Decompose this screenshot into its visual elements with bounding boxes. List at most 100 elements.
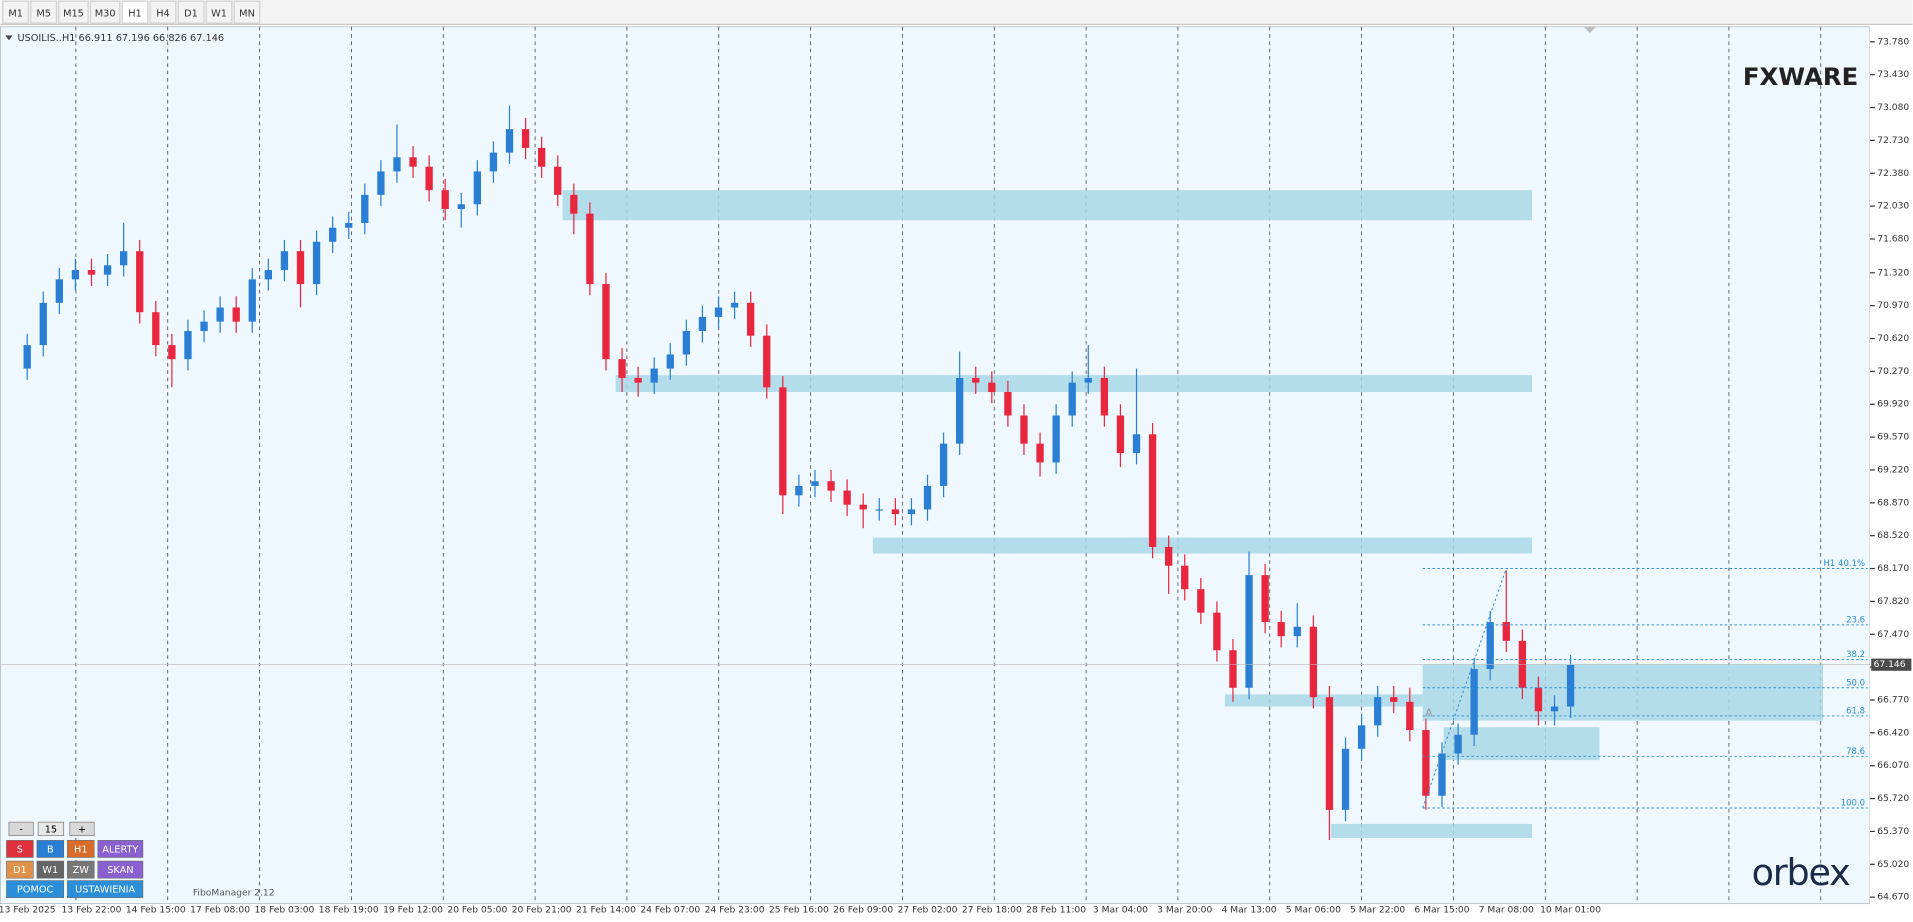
logo-fxware: FXWARE bbox=[1743, 62, 1858, 91]
timeframe-tab[interactable]: H4 bbox=[149, 0, 177, 24]
panel-button[interactable]: S bbox=[6, 840, 34, 858]
y-tick-label: 73.780 bbox=[1877, 37, 1909, 47]
tab-box[interactable] bbox=[233, 0, 261, 24]
x-tick-label: 7 Mar 08:00 bbox=[1479, 905, 1534, 915]
tab-label[interactable]: W1 bbox=[211, 8, 227, 19]
tab-label[interactable]: D1 bbox=[184, 8, 198, 19]
button-label[interactable]: + bbox=[78, 824, 86, 835]
tab-box[interactable] bbox=[2, 0, 30, 24]
panel-button[interactable]: SKAN bbox=[97, 860, 144, 879]
zone bbox=[1443, 727, 1600, 761]
tab-box[interactable] bbox=[177, 0, 205, 24]
x-tick-label: 20 Feb 21:00 bbox=[512, 905, 572, 915]
tab-box[interactable] bbox=[149, 0, 177, 24]
x-tick-label: 13 Feb 22:00 bbox=[62, 905, 122, 915]
button-label[interactable]: ZW bbox=[73, 865, 90, 876]
button-box[interactable] bbox=[69, 821, 95, 836]
candle-body bbox=[666, 354, 674, 369]
button-label[interactable]: H1 bbox=[74, 845, 88, 856]
control-panel: - 15 + S B H1 ALERTY D1 W1 ZW SKAN POMOC USTAWIENIA bbox=[6, 821, 144, 898]
button-box[interactable] bbox=[36, 840, 65, 858]
button-label[interactable]: POMOC bbox=[17, 885, 54, 896]
timeframe-tab[interactable]: D1 bbox=[177, 0, 205, 24]
timeframe-tab[interactable]: M30 bbox=[89, 0, 121, 24]
timeframe-tab[interactable]: MN bbox=[233, 0, 261, 24]
button-box[interactable] bbox=[97, 860, 144, 879]
button-label[interactable]: ALERTY bbox=[102, 845, 138, 856]
panel-button[interactable]: ALERTY bbox=[97, 840, 144, 858]
candle-body bbox=[345, 223, 353, 228]
tab-box[interactable] bbox=[58, 0, 89, 24]
candle-body bbox=[1406, 701, 1414, 731]
y-tick-label: 66.420 bbox=[1877, 728, 1909, 738]
y-tick-label: 66.770 bbox=[1877, 695, 1909, 705]
tab-box[interactable] bbox=[89, 0, 121, 24]
candle-body bbox=[1550, 706, 1559, 712]
panel-button[interactable]: D1 bbox=[6, 860, 34, 879]
timeframe-tab[interactable]: M1 bbox=[2, 0, 30, 24]
button-box[interactable] bbox=[8, 821, 34, 836]
tab-label[interactable]: M1 bbox=[8, 8, 23, 19]
button-label[interactable]: W1 bbox=[42, 865, 58, 876]
button-label[interactable]: B bbox=[47, 845, 54, 856]
fibo-label: 78.6 bbox=[1846, 747, 1865, 757]
timeframe-tab[interactable]: W1 bbox=[205, 0, 233, 24]
timeframe-tab[interactable]: M5 bbox=[30, 0, 58, 24]
button-label[interactable]: - bbox=[19, 824, 23, 835]
button-box[interactable] bbox=[67, 860, 95, 879]
button-label[interactable]: 15 bbox=[45, 824, 57, 835]
button-box[interactable] bbox=[36, 860, 65, 879]
panel-button[interactable]: + bbox=[69, 821, 95, 836]
timeframe-tab[interactable]: M15 bbox=[58, 0, 89, 24]
x-tick-label: 13 Feb 2025 bbox=[0, 905, 56, 915]
candle-body bbox=[811, 481, 819, 486]
button-box[interactable] bbox=[6, 840, 34, 858]
button-box[interactable] bbox=[97, 840, 144, 858]
button-box[interactable] bbox=[37, 821, 65, 836]
candle-body bbox=[859, 504, 867, 510]
candle-body bbox=[264, 269, 273, 280]
button-box[interactable] bbox=[6, 880, 65, 898]
x-tick-label: 14 Feb 15:00 bbox=[126, 905, 186, 915]
panel-button[interactable]: H1 bbox=[67, 840, 95, 858]
button-label[interactable]: D1 bbox=[13, 865, 27, 876]
zone bbox=[1224, 694, 1423, 707]
candle-body bbox=[1165, 546, 1173, 566]
y-tick-label: 71.680 bbox=[1877, 234, 1909, 244]
tab-label[interactable]: MN bbox=[239, 8, 255, 19]
candle-body bbox=[843, 490, 851, 505]
candle-body bbox=[1213, 612, 1221, 651]
y-tick-label: 69.220 bbox=[1877, 465, 1909, 475]
tab-box[interactable] bbox=[121, 0, 149, 24]
panel-button[interactable]: USTAWIENIA bbox=[67, 880, 144, 898]
plot-area bbox=[0, 26, 1871, 905]
panel-button[interactable]: B bbox=[36, 840, 65, 858]
tab-box[interactable] bbox=[205, 0, 233, 24]
tab-label[interactable]: M30 bbox=[95, 8, 116, 19]
tab-label[interactable]: M15 bbox=[63, 8, 84, 19]
button-box[interactable] bbox=[67, 840, 95, 858]
panel-button[interactable]: 15 bbox=[37, 821, 65, 836]
button-box[interactable] bbox=[67, 880, 144, 898]
panel-button[interactable]: POMOC bbox=[6, 880, 65, 898]
candle-body bbox=[956, 377, 964, 444]
y-tick-label: 73.080 bbox=[1877, 103, 1909, 113]
panel-button[interactable]: ZW bbox=[67, 860, 95, 879]
tab-box[interactable] bbox=[30, 0, 58, 24]
tab-label[interactable]: H1 bbox=[128, 8, 142, 19]
candle-body bbox=[136, 251, 144, 313]
tab-label[interactable]: M5 bbox=[36, 8, 51, 19]
candle-body bbox=[682, 330, 691, 355]
button-label[interactable]: USTAWIENIA bbox=[75, 885, 135, 896]
tab-label[interactable]: H4 bbox=[156, 8, 170, 19]
panel-button[interactable]: - bbox=[8, 821, 34, 836]
button-label[interactable]: SKAN bbox=[107, 865, 133, 876]
button-label[interactable]: S bbox=[17, 845, 23, 856]
timeframe-tab[interactable]: H1 bbox=[121, 0, 149, 24]
candle-body bbox=[730, 302, 739, 308]
x-tick-label: 24 Feb 07:00 bbox=[640, 905, 700, 915]
button-box[interactable] bbox=[6, 860, 34, 879]
panel-button[interactable]: W1 bbox=[36, 860, 65, 879]
candle-body bbox=[409, 157, 417, 167]
candle-body bbox=[296, 251, 305, 285]
